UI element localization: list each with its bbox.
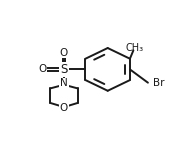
Text: O: O bbox=[38, 64, 47, 74]
Text: O: O bbox=[60, 48, 68, 58]
Text: CH₃: CH₃ bbox=[125, 43, 143, 53]
Text: Br: Br bbox=[153, 78, 165, 88]
Text: O: O bbox=[60, 103, 68, 113]
Text: N: N bbox=[60, 78, 68, 88]
Text: S: S bbox=[60, 63, 68, 76]
